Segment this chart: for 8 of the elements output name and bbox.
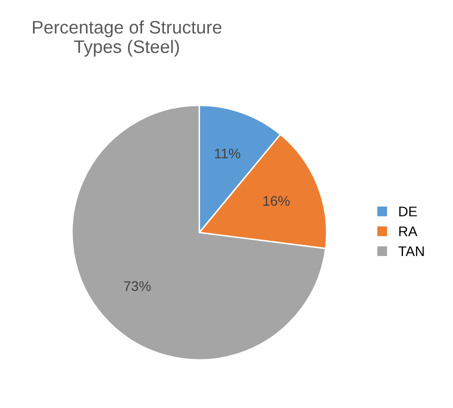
legend-label: DE [399,206,417,216]
legend-label: RA [399,226,418,236]
chart-title: Percentage of Structure Types (Steel) [32,20,222,57]
data-label: 73% [124,281,151,292]
legend-label: TAN [398,246,424,256]
pie-slice [71,104,326,361]
data-label: 11% [215,148,240,158]
data-label: 16% [263,196,290,206]
